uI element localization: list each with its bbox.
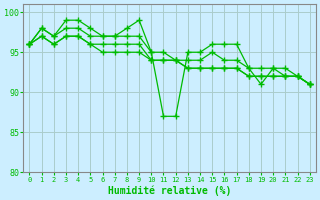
X-axis label: Humidité relative (%): Humidité relative (%) [108,185,231,196]
